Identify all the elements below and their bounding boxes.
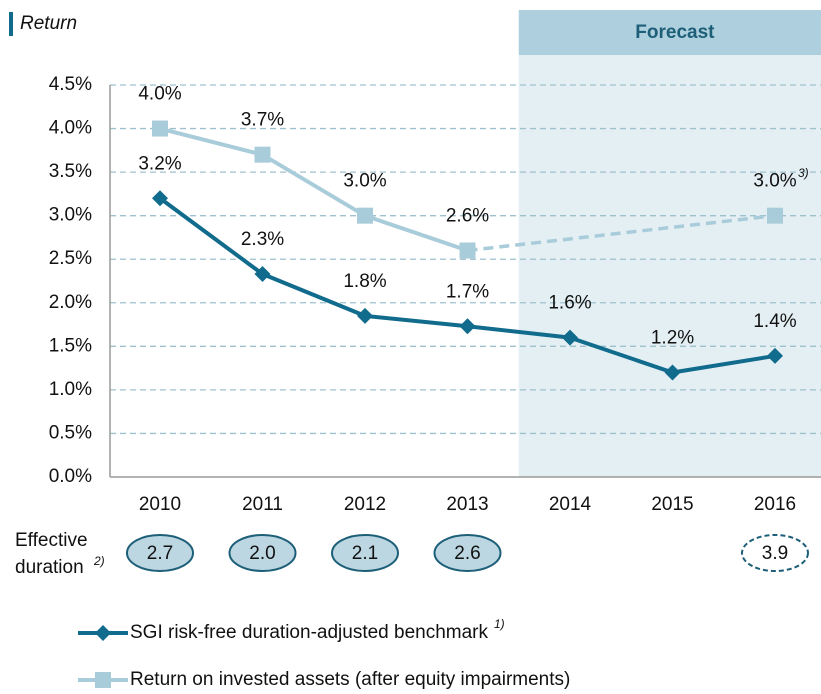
duration-label: Effective (15, 530, 88, 551)
duration-value: 2.0 (249, 543, 275, 564)
data-label: 1.7% (446, 281, 489, 302)
data-label: 3.0% (753, 171, 796, 192)
data-label: 4.0% (138, 84, 181, 105)
series-gap-line (467, 213, 776, 253)
marker (152, 120, 168, 137)
marker (767, 347, 783, 364)
y-tick-label: 3.5% (49, 161, 92, 182)
marker (767, 207, 783, 224)
y-tick-label: 1.0% (49, 379, 92, 400)
y-tick-label: 0.5% (49, 422, 92, 443)
data-label: 1.4% (753, 311, 796, 332)
forecast-label: Forecast (635, 22, 715, 43)
duration-badge (331, 534, 399, 572)
data-label: 2.6% (446, 206, 489, 227)
x-tick-label: 2014 (549, 494, 592, 515)
y-tick-label: 0.0% (49, 466, 92, 487)
y-tick-label: 3.0% (49, 205, 92, 226)
data-label: 1.6% (548, 293, 591, 314)
data-label: 1.2% (651, 327, 694, 348)
y-tick-label: 2.0% (49, 292, 92, 313)
legend-label: Return on invested assets (after equity … (130, 669, 570, 690)
series-line (159, 126, 469, 253)
duration-value: 3.9 (762, 543, 788, 564)
y-tick-label: 4.5% (49, 74, 92, 95)
marker (152, 190, 168, 207)
marker (562, 329, 578, 346)
data-label: 3.0% (343, 171, 386, 192)
duration-label: duration (15, 557, 84, 578)
marker (95, 625, 111, 641)
label-footnote: 3) (798, 166, 809, 180)
chart-title: Return (20, 13, 77, 34)
marker (664, 364, 681, 381)
duration-badge (228, 534, 297, 572)
legend-label: SGI risk-free duration-adjusted benchmar… (130, 622, 488, 643)
marker (357, 307, 373, 324)
duration-badge (741, 534, 809, 572)
legend-item: SGI risk-free duration-adjusted benchmar… (78, 617, 505, 643)
duration-badge (433, 534, 502, 572)
y-tick-label: 2.5% (49, 248, 92, 269)
marker (459, 318, 476, 335)
x-tick-label: 2011 (242, 494, 283, 515)
marker (254, 266, 271, 283)
forecast-header (518, 10, 821, 55)
duration-value: 2.1 (352, 543, 378, 564)
duration-badge (126, 534, 194, 572)
forecast-area (518, 55, 821, 477)
duration-value: 2.6 (454, 543, 480, 564)
marker (95, 672, 111, 688)
duration-value: 2.7 (147, 543, 173, 564)
x-tick-label: 2010 (139, 494, 181, 515)
data-label: 3.2% (138, 153, 181, 174)
x-tick-label: 2012 (344, 494, 386, 515)
x-tick-label: 2015 (651, 494, 693, 515)
data-label: 2.3% (241, 229, 284, 250)
marker (254, 146, 271, 163)
y-tick-label: 4.0% (49, 118, 92, 139)
y-tick-label: 1.5% (49, 335, 92, 356)
x-tick-label: 2016 (754, 494, 796, 515)
marker (459, 242, 476, 259)
data-label: 3.7% (241, 110, 284, 131)
data-label: 1.8% (343, 271, 386, 292)
marker (357, 207, 373, 224)
title-marker (9, 12, 13, 36)
legend-item: Return on invested assets (after equity … (78, 669, 570, 690)
duration-footnote: 2) (93, 554, 105, 568)
legend-footnote: 1) (494, 617, 505, 631)
x-tick-label: 2013 (446, 494, 488, 515)
